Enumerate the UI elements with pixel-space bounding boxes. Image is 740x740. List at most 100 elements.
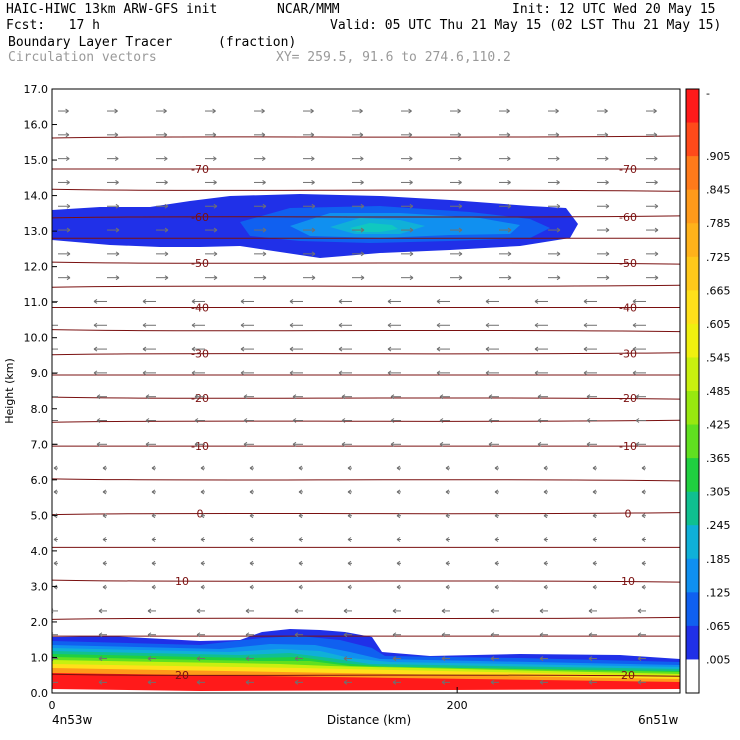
- vector-head: [556, 227, 561, 233]
- vector-head: [539, 656, 544, 661]
- vector-head: [294, 632, 299, 638]
- vector-head: [311, 203, 316, 209]
- vector-head: [507, 203, 512, 209]
- contour-label: 20: [175, 669, 189, 682]
- vectors-label: Circulation vectors: [8, 50, 157, 65]
- vector-head: [65, 156, 70, 162]
- contour-label: -20: [619, 392, 637, 405]
- vector-head: [310, 156, 315, 162]
- y-tick-label: 17.0: [24, 83, 49, 96]
- y-tick-label: 10.0: [24, 332, 49, 345]
- vector-head: [387, 346, 392, 352]
- vector-head: [96, 441, 101, 447]
- vector-head: [45, 347, 48, 351]
- vector-head: [249, 537, 254, 542]
- vector-head: [632, 299, 637, 304]
- vector-head: [240, 346, 245, 352]
- contour-label: -10: [191, 440, 209, 453]
- vector-head: [98, 656, 103, 661]
- vector-head: [653, 132, 658, 138]
- temperature-contour: [52, 616, 680, 620]
- colorbar-label: .065: [706, 620, 731, 633]
- vector-head: [457, 132, 462, 138]
- vector-head: [409, 251, 414, 257]
- vector-head: [441, 608, 446, 614]
- vector-head: [360, 275, 365, 281]
- vector-head: [298, 560, 303, 566]
- vector-head: [93, 370, 98, 376]
- vector-head: [311, 275, 316, 281]
- vector-head: [506, 108, 510, 114]
- vector-head: [605, 251, 610, 257]
- vector-head: [586, 418, 591, 423]
- colorbar-swatch: [686, 357, 699, 392]
- vector-head: [243, 441, 248, 447]
- vector-head: [194, 418, 199, 423]
- vector-head: [360, 227, 365, 233]
- vector-head: [147, 608, 152, 614]
- vector-head: [249, 465, 254, 471]
- vector-head: [347, 560, 352, 566]
- vector-head: [359, 132, 364, 138]
- vector-head: [147, 679, 152, 685]
- vector-head: [458, 251, 463, 257]
- model-title: HAIC-HIWC 13km ARW-GFS init: [6, 2, 218, 17]
- colorbar-label: .665: [706, 284, 731, 297]
- vector-head: [441, 679, 446, 685]
- vector-head: [196, 608, 201, 614]
- vector-head: [360, 180, 364, 185]
- vector-head: [537, 441, 542, 447]
- contour-label: -10: [619, 440, 637, 453]
- temperature-contour: [52, 135, 680, 139]
- vector-head: [604, 156, 609, 162]
- vector-head: [96, 418, 101, 423]
- vector-head: [494, 465, 499, 471]
- vector-head: [262, 227, 267, 233]
- vector-head: [439, 418, 444, 423]
- vector-head: [457, 108, 461, 114]
- vector-head: [359, 156, 364, 162]
- colorbar-swatch: [686, 290, 699, 325]
- vector-head: [200, 560, 205, 566]
- vector-head: [457, 156, 462, 162]
- vector-head: [537, 394, 542, 400]
- temperature-contour: [52, 673, 680, 677]
- contour-label: -60: [191, 211, 209, 224]
- vector-head: [292, 441, 297, 447]
- vector-head: [488, 394, 493, 400]
- y-tick-label: 12.0: [24, 261, 49, 274]
- vector-head: [604, 108, 608, 114]
- vector-head: [196, 656, 201, 661]
- vector-head: [310, 108, 314, 114]
- vector-head: [583, 299, 588, 304]
- vector-head: [311, 227, 316, 233]
- vector-head: [588, 608, 593, 614]
- vector-head: [494, 513, 499, 519]
- colorbar-swatch: [686, 659, 699, 694]
- vector-head: [338, 370, 343, 376]
- vector-head: [66, 180, 70, 185]
- contour-label: 20: [621, 669, 635, 682]
- vector-head: [347, 584, 352, 590]
- vector-head: [654, 203, 659, 209]
- vector-head: [261, 156, 266, 162]
- vector-head: [191, 346, 196, 352]
- vector-head: [458, 203, 463, 209]
- vector-head: [445, 465, 450, 471]
- colorbar-swatch: [686, 458, 699, 493]
- vector-head: [261, 108, 265, 114]
- vector-head: [654, 251, 659, 257]
- vector-head: [212, 108, 216, 114]
- vector-head: [343, 679, 348, 685]
- vector-head: [261, 132, 266, 138]
- vector-head: [164, 180, 168, 185]
- vector-head: [445, 537, 450, 542]
- vector-head: [102, 513, 107, 519]
- vector-head: [200, 584, 205, 590]
- vector-head: [294, 608, 299, 614]
- colorbar-label: .005: [706, 653, 731, 666]
- vector-head: [507, 275, 512, 281]
- vector-head: [490, 679, 495, 685]
- contour-label: 10: [175, 575, 189, 588]
- temperature-contour: [52, 284, 680, 288]
